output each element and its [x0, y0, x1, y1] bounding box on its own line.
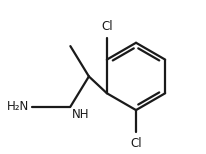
- Text: Cl: Cl: [130, 137, 142, 150]
- Text: NH: NH: [72, 107, 90, 121]
- Text: Cl: Cl: [101, 20, 113, 33]
- Text: H₂N: H₂N: [7, 100, 29, 113]
